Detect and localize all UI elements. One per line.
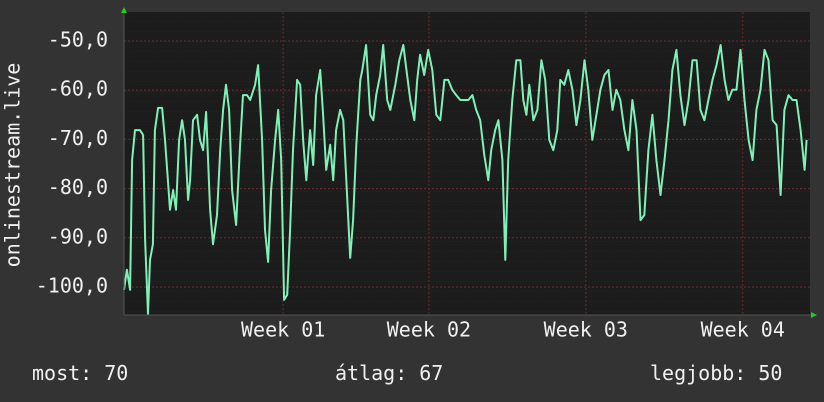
y-axis-arrow: [121, 7, 127, 13]
x-tick-label: Week 03: [544, 318, 628, 342]
stat-label: legjobb:: [650, 361, 746, 385]
x-tick-label: Week 04: [701, 318, 785, 342]
y-tick-label: -90,0: [48, 224, 108, 248]
x-axis-arrow: [811, 312, 817, 318]
y-tick-label: -80,0: [48, 175, 108, 199]
stat: most: 70: [32, 361, 128, 385]
x-tick-label: Week 01: [241, 318, 325, 342]
stat: legjobb: 50: [650, 361, 782, 385]
y-tick-label: -50,0: [48, 28, 108, 52]
stat-value: 67: [419, 361, 443, 385]
minor-grid: [124, 12, 810, 315]
stat-label: átlag:: [335, 361, 407, 385]
y-axis-label: onlinestream.live: [1, 63, 25, 268]
y-tick-label: -100,0: [36, 273, 108, 297]
stat-value: 50: [758, 361, 782, 385]
labels: -50,0 -60,0 -70,0 -80,0 -90,0 -100,0 Week 01 We…: [32, 28, 785, 385]
stat: átlag: 67: [335, 361, 443, 385]
stat-value: 70: [104, 361, 128, 385]
marks: [123, 44, 808, 315]
stat-label: most:: [32, 361, 92, 385]
y-tick-label: -60,0: [48, 77, 108, 101]
x-tick-label: Week 02: [387, 318, 471, 342]
y-tick-label: -70,0: [48, 126, 108, 150]
data-line: [123, 44, 808, 315]
